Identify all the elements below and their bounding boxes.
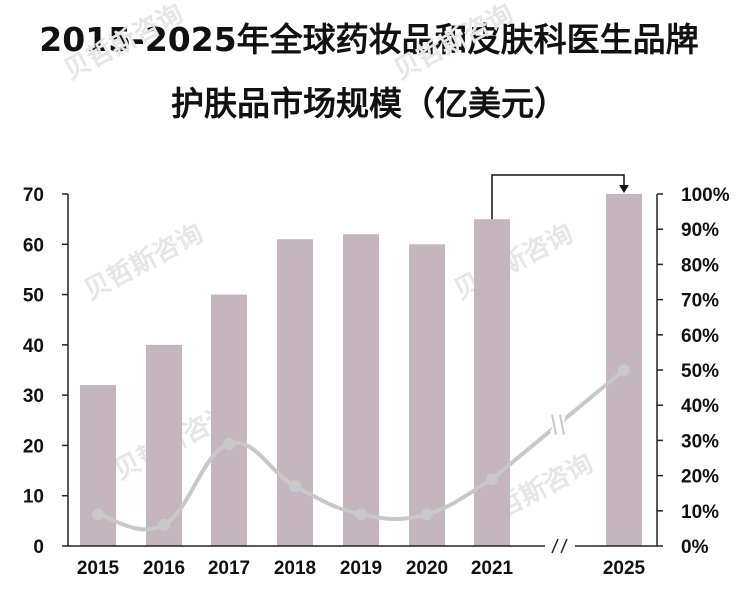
y2-tick-label: 20% [681,467,719,488]
line-point-2019 [355,508,367,521]
x-tick-label: 2025 [603,558,646,579]
line-point-2020 [421,508,433,521]
y-tick-label: 60 [23,235,44,256]
bar-2019 [343,234,379,546]
x-tick-label: 2021 [471,558,514,579]
chart-title-line-2: 护肤品市场规模（亿美元） [171,84,567,123]
line-point-2021 [486,473,498,486]
y2-tick-label: 90% [681,220,719,241]
bar-2020 [409,244,445,547]
annotation-layer [491,174,629,220]
bar-2015 [80,385,116,546]
line-point-2016 [158,518,170,531]
y2-tick-label: 40% [681,396,719,417]
chart-title-line-1: 2015-2025年全球药妆品和皮肤科医生品牌 [39,20,699,59]
x-tick-label: 2018 [274,558,316,579]
y-tick-label: 30 [23,386,44,407]
y2-tick-label: 80% [681,255,719,276]
y-tick-label: 10 [23,487,44,508]
line-point-2015 [92,508,104,521]
line-point-2017 [223,437,235,450]
line-point-2025 [618,364,630,376]
y2-tick-label: 30% [681,431,719,452]
y2-tick-label: 0% [681,537,709,558]
y2-tick-label: 60% [681,326,719,347]
line-break-mark [551,414,557,435]
axes: 0 10 20 30 40 50 60 70 0% 10% 20% 30% 40% 50% 60% 70% 80… [23,185,730,579]
x-tick-label: 2016 [143,558,185,579]
x-tick-label: 2017 [208,558,250,579]
x-tick-label: 2015 [77,558,120,579]
watermark-text: 贝哲斯咨询 [79,218,208,306]
watermark-text: 贝哲斯咨询 [389,0,518,86]
y2-tick-label: 100% [681,185,730,206]
y2-tick-label: 50% [681,361,719,382]
annotation-arrow [491,174,625,220]
x-tick-label: 2020 [406,558,448,579]
y2-tick-label: 10% [681,502,719,523]
bar-series [80,194,642,547]
line-point-2018 [289,480,301,493]
bar-2018 [277,239,313,546]
y-tick-label: 0 [33,537,44,558]
bar-2017 [211,294,247,546]
x-tick-label: 2019 [340,558,382,579]
bar-2021 [474,219,510,546]
y2-tick-label: 70% [681,291,719,312]
y-tick-label: 40 [23,336,44,357]
line-break-mark [559,414,565,435]
growth-line-series [92,364,630,532]
annotation-arrowhead [619,185,629,193]
y-tick-label: 50 [23,286,44,307]
watermark-text: 贝哲斯咨询 [59,0,188,86]
x-axis-break-mark [551,538,559,554]
watermark-text: 贝哲斯咨询 [449,218,578,306]
y-tick-label: 20 [23,436,44,457]
x-axis-break-mark [560,538,568,554]
y-tick-label: 70 [23,185,44,206]
